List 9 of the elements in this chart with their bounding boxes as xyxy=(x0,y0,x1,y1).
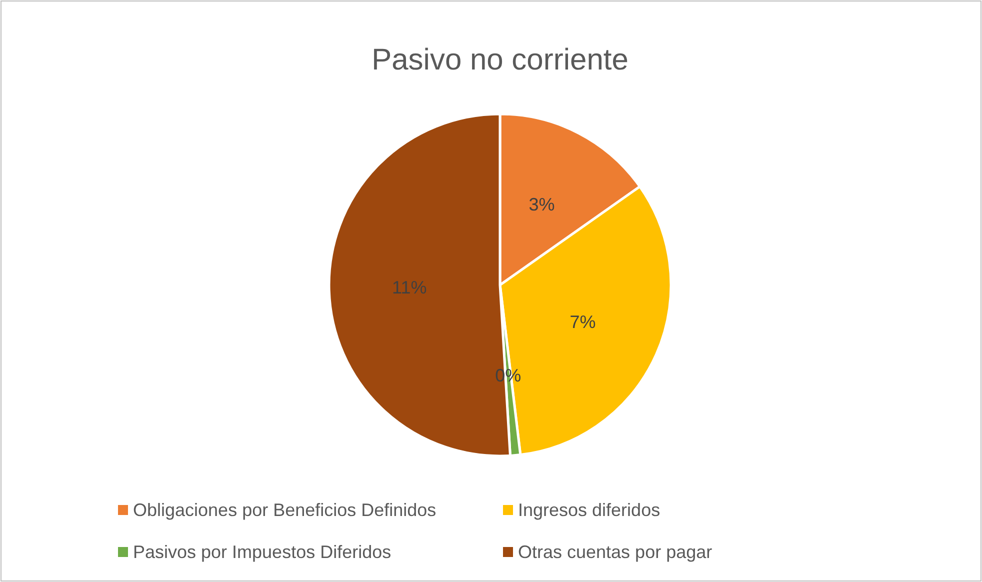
data-label: 11% xyxy=(392,278,427,298)
chart-title: Pasivo no corriente xyxy=(372,44,628,76)
legend-label: Obligaciones por Beneficios Definidos xyxy=(133,500,436,520)
legend-label: Pasivos por Impuestos Diferidos xyxy=(133,542,392,562)
data-label: 0% xyxy=(495,365,522,386)
data-label: 3% xyxy=(528,194,555,215)
legend-label: Otras cuentas por pagar xyxy=(518,542,712,562)
data-label: 7% xyxy=(570,312,596,332)
legend-label: Ingresos diferidos xyxy=(518,500,660,520)
